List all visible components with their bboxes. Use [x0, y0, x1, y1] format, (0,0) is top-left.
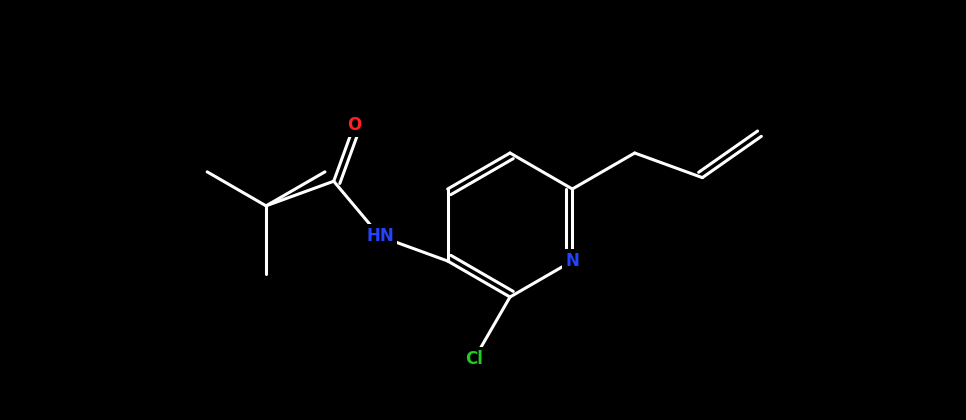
Text: Cl: Cl	[465, 350, 483, 368]
Text: HN: HN	[366, 227, 394, 245]
Text: O: O	[347, 116, 361, 134]
Text: N: N	[565, 252, 580, 270]
